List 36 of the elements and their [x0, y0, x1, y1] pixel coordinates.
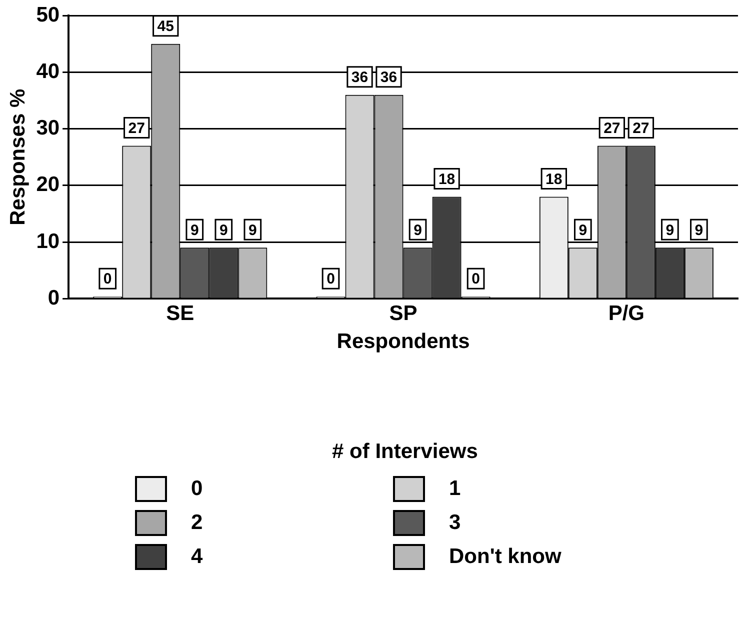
- legend-title: # of Interviews: [331, 440, 479, 464]
- data-label: 9: [219, 222, 228, 239]
- data-label: 18: [546, 170, 562, 188]
- data-label: 9: [578, 222, 588, 239]
- data-label: 36: [351, 68, 368, 86]
- data-label: 0: [472, 270, 480, 288]
- y-tick-label: 10: [36, 230, 60, 253]
- legend-label: 2: [191, 511, 203, 535]
- legend-label: 4: [191, 545, 203, 569]
- data-label: 9: [694, 222, 704, 239]
- data-label: 9: [666, 222, 674, 239]
- legend-label: Don't know: [449, 545, 562, 569]
- x-axis-title: Respondents: [336, 330, 470, 354]
- y-tick-label: 50: [36, 3, 60, 26]
- y-axis-title: Responses %: [6, 88, 30, 226]
- data-label: 27: [604, 120, 620, 137]
- data-label: 36: [380, 68, 398, 86]
- data-label: 27: [632, 120, 650, 137]
- data-label: 45: [157, 18, 174, 36]
- data-label: 9: [414, 222, 422, 239]
- legend-label: 1: [449, 477, 461, 501]
- y-tick-label: 40: [36, 60, 60, 83]
- data-label: 18: [438, 170, 456, 188]
- data-label: 0: [326, 270, 335, 288]
- legend-label: 0: [191, 477, 203, 501]
- data-label: 9: [190, 222, 199, 239]
- y-tick-label: 30: [36, 116, 60, 140]
- data-label: 27: [128, 120, 145, 137]
- y-tick-label: 0: [48, 286, 60, 310]
- x-tick-label: SP: [389, 302, 418, 325]
- x-tick-label: P/G: [608, 302, 645, 325]
- data-label: 0: [103, 270, 112, 288]
- data-label: 9: [248, 222, 257, 239]
- y-tick-label: 20: [36, 173, 60, 196]
- x-tick-label: SE: [166, 302, 194, 325]
- legend-label: 3: [449, 511, 461, 535]
